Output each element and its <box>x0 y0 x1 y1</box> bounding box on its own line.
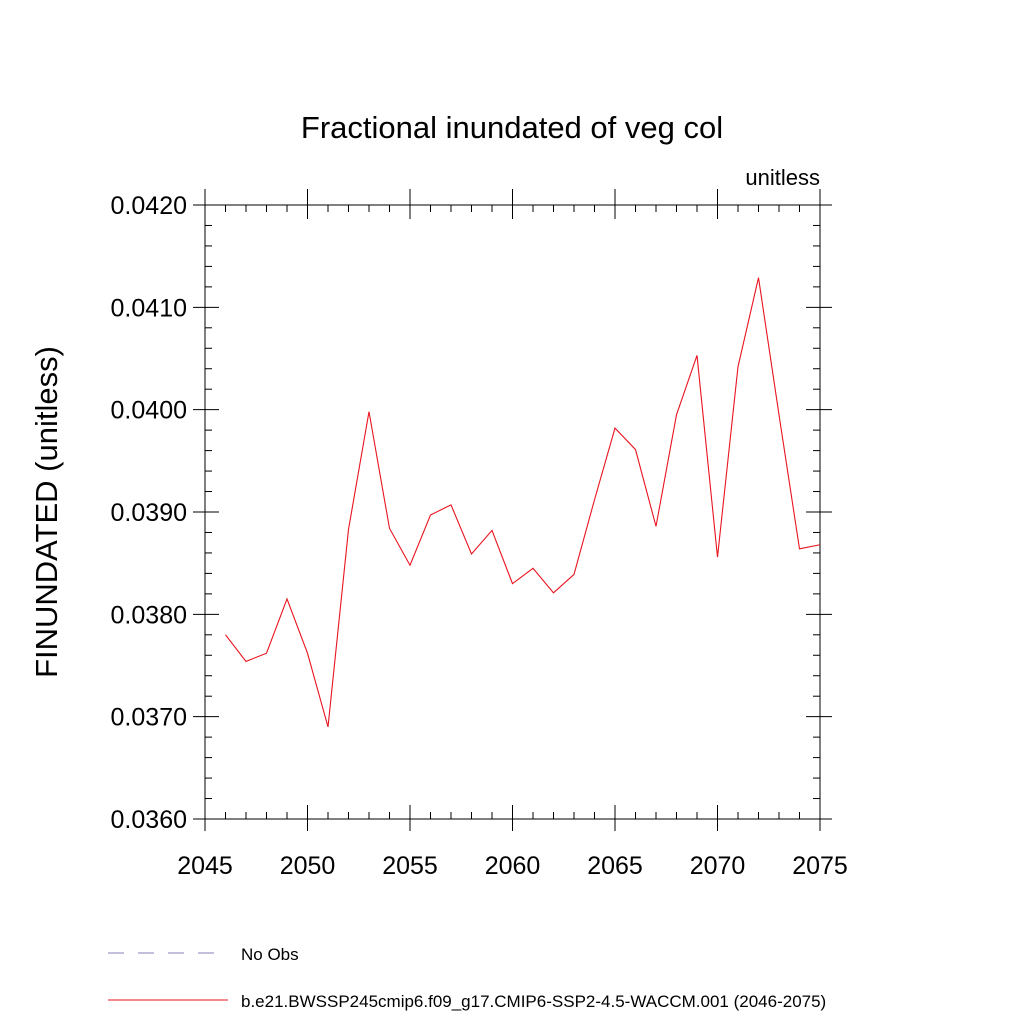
y-tick-label: 0.0360 <box>111 806 187 834</box>
x-tick-label: 2070 <box>690 852 746 880</box>
chart-title: Fractional inundated of veg col <box>301 110 723 145</box>
x-tick-label: 2050 <box>280 852 336 880</box>
y-tick-label: 0.0420 <box>111 192 187 220</box>
series-layer <box>225 277 821 728</box>
y-tick-label: 0.0380 <box>111 601 187 629</box>
y-tick-label: 0.0400 <box>111 397 187 425</box>
x-tick-label: 2075 <box>792 852 848 880</box>
legend-label: No Obs <box>241 945 299 964</box>
x-tick-label: 2060 <box>485 852 541 880</box>
plot-frame <box>204 204 821 820</box>
axes: 0.0360 0.0370 0.0380 0.0390 0.0400 0.0410 0.04… <box>111 189 848 880</box>
y-tick-label: 0.0390 <box>111 499 187 527</box>
series-line <box>225 277 821 728</box>
chart-subtitle: unitless <box>745 165 820 190</box>
x-tick-label: 2065 <box>587 852 643 880</box>
x-tick-label: 2045 <box>177 852 233 880</box>
y-axis-label: FINUNDATED (unitless) <box>29 346 64 678</box>
x-tick-label: 2055 <box>382 852 438 880</box>
legend-label: b.e21.BWSSP245cmip6.f09_g17.CMIP6-SSP2-4… <box>241 992 826 1011</box>
y-tick-label: 0.0410 <box>111 294 187 322</box>
legend: No Obs b.e21.BWSSP245cmip6.f09_g17.CMIP6-… <box>108 945 826 1011</box>
y-tick-label: 0.0370 <box>111 704 187 732</box>
